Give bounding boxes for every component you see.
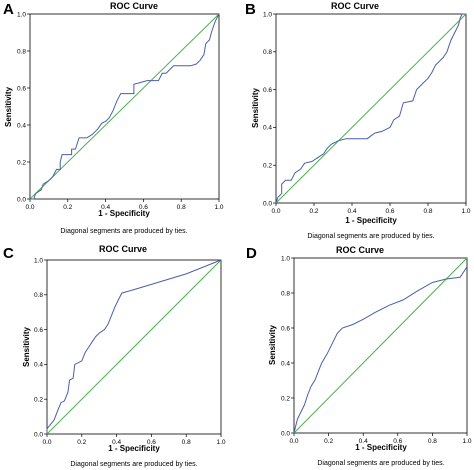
- y-tick-label: 1.0: [263, 11, 272, 18]
- reference-line: [275, 13, 467, 204]
- y-tick-label: 0.8: [17, 48, 26, 55]
- x-tick-label: 0.0: [271, 208, 280, 215]
- x-tick-label: 0.4: [359, 438, 368, 445]
- y-axis-label: Sensitivity: [251, 87, 260, 128]
- x-axis-label: 1 - Specificity: [98, 209, 150, 218]
- x-tick-label: 0.4: [101, 204, 110, 211]
- x-tick-label: 0.2: [77, 439, 86, 446]
- y-axis-label: Sensitivity: [268, 324, 277, 365]
- x-tick-label: 1.0: [214, 204, 223, 211]
- x-tick-label: 0.4: [112, 439, 121, 446]
- y-tick-label: 0.6: [17, 85, 26, 92]
- y-tick-label: 0.0: [281, 430, 290, 437]
- panel-c: C ROC Curve 0.0 0.2 0.4 0.6 0.8 1.0 0.0 0.2 0.4 0.6…: [3, 244, 226, 468]
- x-tick-label: 0.6: [139, 204, 148, 211]
- x-axis-label: 1 - Specificity: [355, 443, 407, 452]
- x-tick-label: 0.4: [347, 208, 356, 215]
- y-tick-label: 0.2: [263, 163, 272, 170]
- y-axis-label: Sensitivity: [4, 86, 13, 127]
- y-tick-label: 0.0: [17, 196, 26, 203]
- y-tick-label: 1.0: [281, 255, 290, 262]
- panel-d: D ROC Curve 0.0 0.2 0.4 0.6 0.8 1.0 0.0 0.2 0.4 0.6…: [246, 245, 472, 467]
- x-tick-label: 0.0: [289, 438, 298, 445]
- x-tick-label: 0.8: [423, 208, 432, 215]
- x-tick-label: 0.6: [147, 439, 156, 446]
- x-axis-label: 1 - Specificity: [345, 216, 397, 225]
- ties-note: Diagonal segments are produced by ties.: [70, 461, 197, 468]
- panel-a: A ROC Curve 0.0 0.2 0.4 0.6 0.8 1.0 0.0 0.2 0.4 0.6…: [3, 1, 224, 235]
- roc-curve: [30, 13, 220, 200]
- x-tick-label: 0.2: [63, 204, 72, 211]
- y-axis-label: Sensitivity: [22, 326, 31, 367]
- y-tick-label: 0.6: [281, 325, 290, 332]
- reference-line: [293, 257, 468, 434]
- y-tick-label: 0.4: [263, 125, 272, 132]
- ties-note: Diagonal segments are produced by ties.: [307, 233, 434, 240]
- roc-curve: [46, 259, 222, 434]
- x-tick-label: 1.0: [462, 438, 471, 445]
- y-tick-label: 0.0: [263, 200, 272, 207]
- x-tick-label: 0.8: [428, 438, 437, 445]
- reference-line: [29, 13, 220, 200]
- chart-title: ROC Curve: [110, 1, 158, 11]
- panel-letter: C: [3, 245, 14, 262]
- x-tick-label: 0.0: [42, 439, 51, 446]
- y-tick-label: 0.2: [34, 397, 43, 404]
- x-axis-label: 1 - Specificity: [108, 444, 160, 453]
- chart-title: ROC Curve: [331, 1, 379, 11]
- reference-line: [46, 259, 222, 435]
- x-tick-label: 0.6: [385, 208, 394, 215]
- ties-note: Diagonal segments are produced by ties.: [317, 460, 444, 467]
- panel-letter: A: [3, 1, 14, 18]
- y-tick-label: 0.4: [281, 360, 290, 367]
- y-tick-label: 0.4: [34, 362, 43, 369]
- x-tick-label: 0.2: [324, 438, 333, 445]
- y-tick-label: 0.8: [34, 292, 43, 299]
- y-tick-label: 0.8: [281, 290, 290, 297]
- chart-title: ROC Curve: [336, 245, 384, 255]
- x-tick-label: 0.8: [177, 204, 186, 211]
- chart-title: ROC Curve: [99, 244, 147, 254]
- x-tick-label: 0.0: [25, 204, 34, 211]
- x-tick-label: 0.8: [182, 439, 191, 446]
- x-tick-label: 0.2: [309, 208, 318, 215]
- ties-note: Diagonal segments are produced by ties.: [60, 228, 187, 235]
- y-tick-label: 0.2: [281, 395, 290, 402]
- y-tick-label: 1.0: [34, 257, 43, 264]
- y-tick-label: 1.0: [17, 11, 26, 18]
- y-tick-label: 0.8: [263, 49, 272, 56]
- roc-curve: [275, 13, 466, 204]
- roc-curve: [293, 266, 468, 434]
- panel-b: B ROC Curve 0.0 0.2 0.4 0.6 0.8 1.0 0.0 0.2 0.4 0.6…: [245, 1, 471, 240]
- x-tick-label: 1.0: [216, 439, 225, 446]
- x-tick-label: 1.0: [461, 208, 470, 215]
- y-tick-label: 0.2: [17, 159, 26, 166]
- y-tick-label: 0.6: [34, 327, 43, 334]
- panel-letter: D: [246, 245, 257, 262]
- y-tick-label: 0.4: [17, 122, 26, 129]
- x-tick-label: 0.6: [393, 438, 402, 445]
- panel-letter: B: [245, 1, 256, 18]
- y-tick-label: 0.6: [263, 87, 272, 94]
- y-tick-label: 0.0: [34, 431, 43, 438]
